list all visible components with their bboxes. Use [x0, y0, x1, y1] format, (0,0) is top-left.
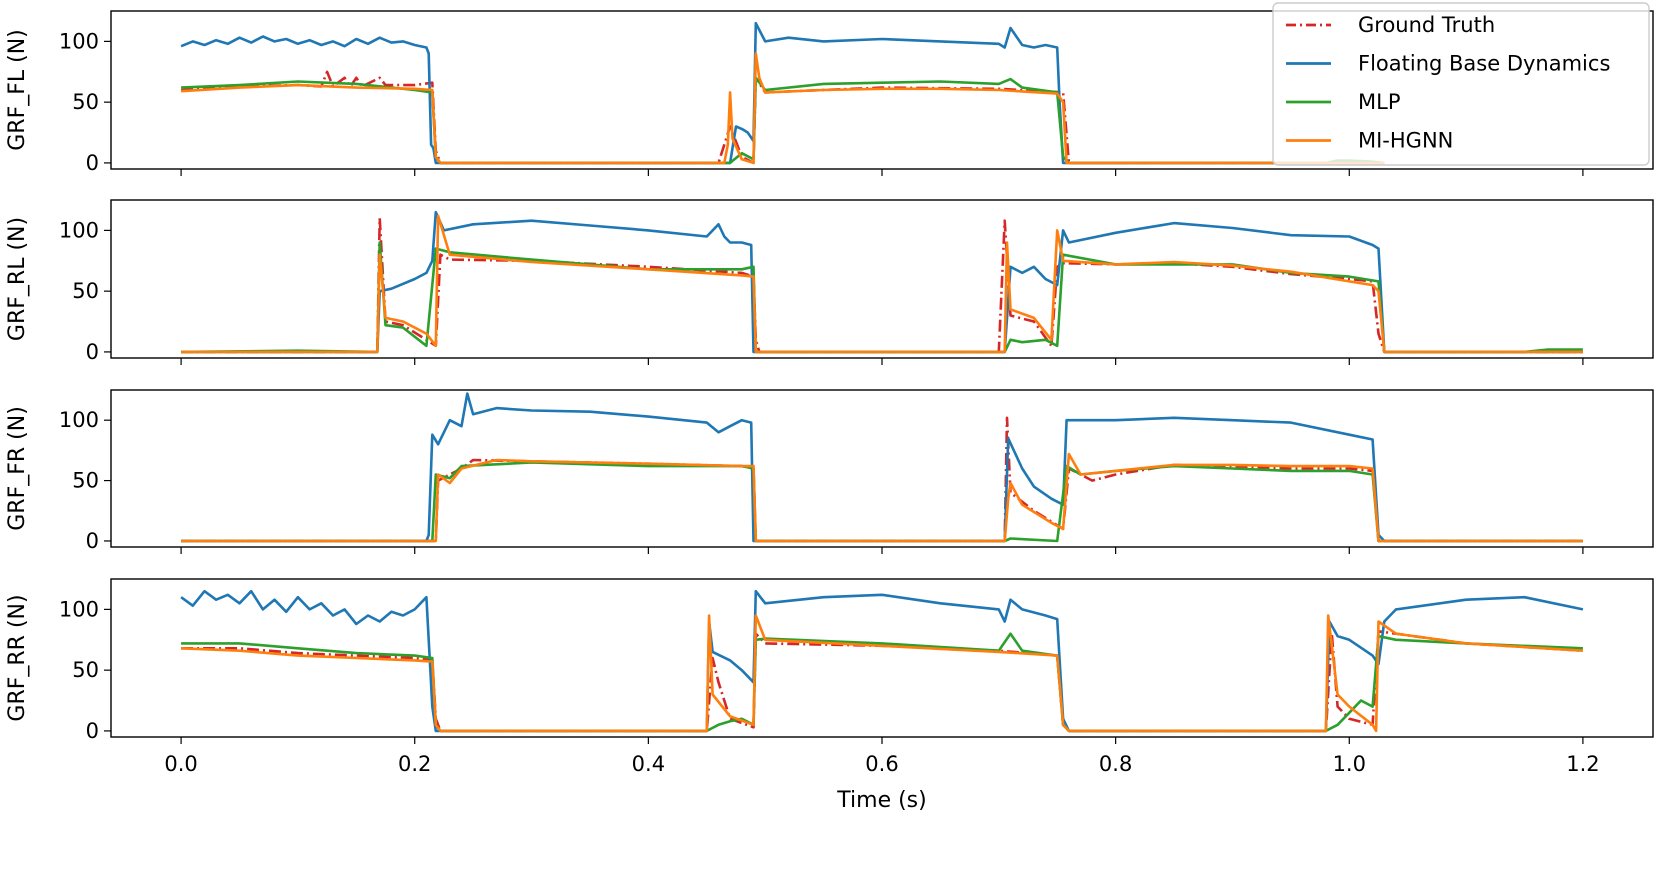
y-tick-label: 0: [86, 719, 99, 743]
series-line-mi-hgnn: [181, 214, 1583, 354]
y-tick-label: 50: [72, 90, 99, 114]
legend: Ground Truth Floating Base Dynamics MLP MI-…: [1272, 2, 1650, 166]
x-tick-label: 0.4: [632, 752, 665, 776]
y-tick-label: 100: [59, 29, 99, 53]
subplot-grf-fl: 0 50 100 GRF_FL (N): [5, 10, 1654, 176]
series-line-floating-base-dynamics: [181, 392, 1583, 543]
y-axis-label: GRF_RR (N): [5, 594, 30, 721]
y-tick-label: 100: [59, 218, 99, 242]
y-tick-label: 0: [86, 151, 99, 175]
plot-frame: [110, 199, 1654, 359]
x-tick-label: 0.8: [1099, 752, 1132, 776]
legend-label-mlp: MLP: [1358, 90, 1400, 114]
series-line-mlp: [181, 241, 1583, 354]
x-tick-label: 1.2: [1566, 752, 1599, 776]
y-tick-label: 100: [59, 408, 99, 432]
series-group: [181, 210, 1583, 354]
series-group: [180, 21, 1385, 165]
legend-label-floating-base-dynamics: Floating Base Dynamics: [1358, 52, 1610, 76]
series-line-mi-hgnn: [181, 52, 1385, 165]
series-line-mi-hgnn: [181, 452, 1583, 543]
series-group: [180, 589, 1584, 733]
x-tick-label: 0.0: [164, 752, 197, 776]
y-axis-label: GRF_FR (N): [5, 406, 30, 531]
series-line-floating-base-dynamics: [180, 589, 1584, 733]
y-tick-label: 0: [86, 529, 99, 553]
subplots: 0 50 100 GRF_FL (N) 0 50 100 GRF_RL (N) 0 50 100 GR…: [5, 10, 1654, 744]
legend-label-mi-hgnn: MI-HGNN: [1358, 129, 1453, 153]
series-line-floating-base-dynamics: [180, 21, 1385, 165]
y-tick-label: 50: [72, 279, 99, 303]
y-tick-label: 50: [72, 658, 99, 682]
y-tick-label: 0: [86, 340, 99, 364]
series-line-mlp: [181, 461, 1583, 543]
legend-box: [1272, 2, 1650, 166]
y-axis-label: GRF_RL (N): [5, 217, 30, 341]
y-axis-label: GRF_FL (N): [5, 29, 30, 151]
subplot-grf-rr: 0 50 100 GRF_RR (N): [5, 578, 1654, 744]
series-group: [181, 392, 1583, 543]
y-tick-label: 50: [72, 469, 99, 493]
x-axis-label: Time (s): [836, 788, 926, 813]
series-line-mi-hgnn: [181, 614, 1583, 733]
subplot-grf-fr: 0 50 100 GRF_FR (N): [5, 389, 1654, 554]
series-line-floating-base-dynamics: [181, 210, 1583, 354]
legend-label-ground-truth: Ground Truth: [1358, 13, 1495, 37]
x-tick-label: 1.0: [1333, 752, 1366, 776]
x-tick-label: 0.6: [865, 752, 898, 776]
series-line-ground-truth: [181, 630, 1583, 733]
series-line-mlp: [181, 632, 1583, 733]
y-tick-label: 100: [59, 597, 99, 621]
plot-frame: [110, 389, 1654, 548]
x-tick-label: 0.2: [398, 752, 431, 776]
subplot-grf-rl: 0 50 100 GRF_RL (N): [5, 199, 1654, 365]
x-axis: 0.0 0.2 0.4 0.6 0.8 1.0 1.2 Time (s): [164, 752, 1599, 813]
